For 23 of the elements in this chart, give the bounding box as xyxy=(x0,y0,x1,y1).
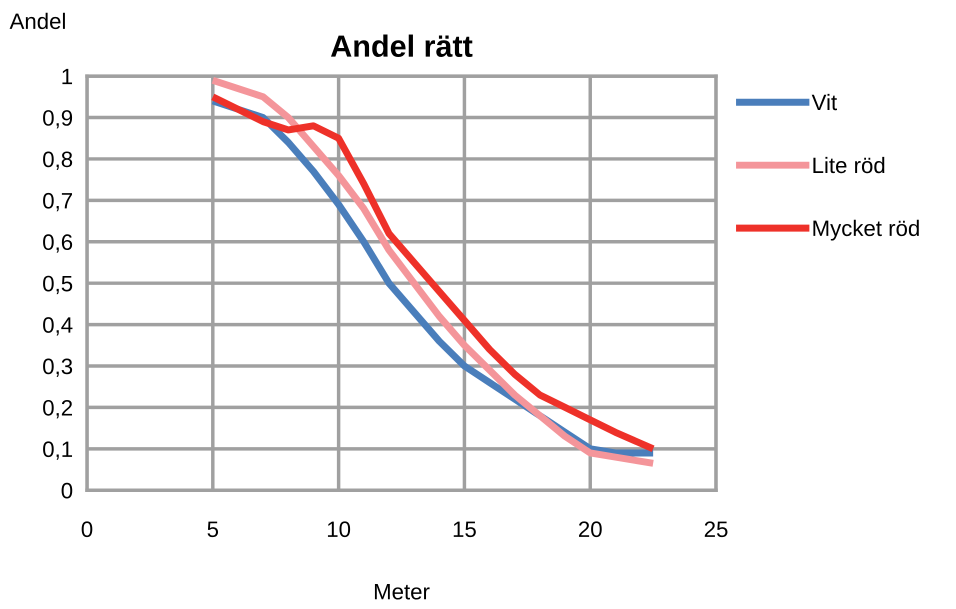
y-tick-label: 0,8 xyxy=(43,151,72,170)
y-tick-label: 0,4 xyxy=(43,317,72,336)
y-tick-label: 0,7 xyxy=(43,192,72,212)
x-tick-label: 10 xyxy=(328,521,350,538)
x-axis-title: Meter xyxy=(374,584,430,600)
y-tick-label: 0,5 xyxy=(43,276,72,294)
y-tick-label: 0,1 xyxy=(43,441,72,460)
x-tick-label: 5 xyxy=(208,522,218,538)
x-tick-label: 0 xyxy=(82,521,92,538)
y-tick-label: 0 xyxy=(62,482,72,499)
legend-label: Mycket röd xyxy=(813,220,919,241)
y-tick-label: 0,3 xyxy=(43,358,72,377)
y-axis-title: Andel xyxy=(10,12,65,30)
chart-title: Andel rätt xyxy=(330,34,472,57)
x-tick-label: 15 xyxy=(454,522,476,538)
legend-label: Lite röd xyxy=(813,156,884,174)
y-tick-label: 0,6 xyxy=(43,234,72,253)
y-tick-label: 1 xyxy=(62,68,72,84)
y-tick-label: 0,2 xyxy=(43,400,72,418)
legend-label: Vit xyxy=(812,94,837,110)
x-tick-label: 20 xyxy=(578,521,602,538)
x-tick-label: 25 xyxy=(704,521,728,538)
y-tick-label: 0,9 xyxy=(43,110,72,128)
